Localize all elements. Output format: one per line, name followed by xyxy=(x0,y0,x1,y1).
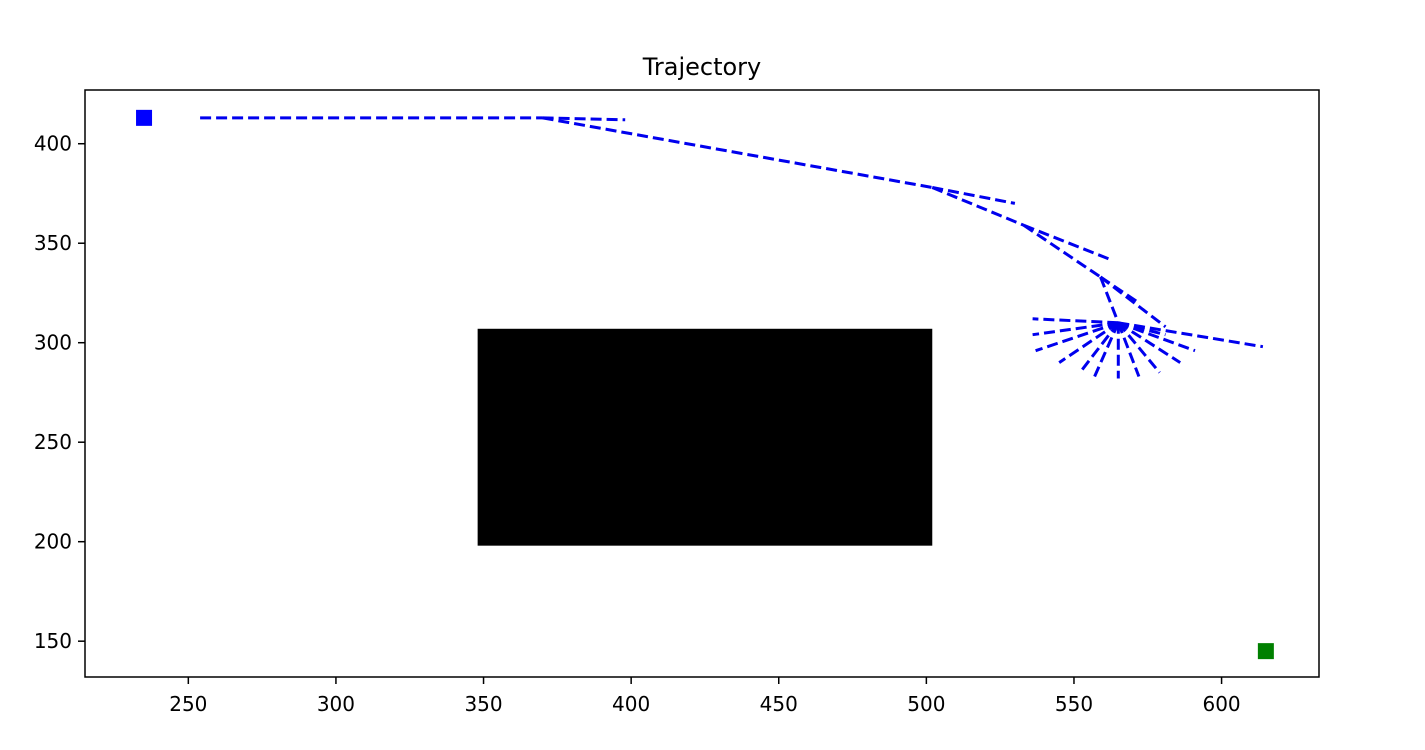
goal-marker xyxy=(1257,643,1274,660)
x-tick-label-600: 600 xyxy=(1202,692,1240,716)
trajectory-segment-9 xyxy=(1099,276,1120,324)
obstacle-0 xyxy=(477,328,933,546)
start-marker xyxy=(136,109,153,126)
chart-title: Trajectory xyxy=(642,53,762,81)
x-tick-label-500: 500 xyxy=(907,692,945,716)
trajectory-segment-1 xyxy=(542,116,626,122)
trajectory-segment-11 xyxy=(1032,317,1119,325)
trajectory-segment-21 xyxy=(1117,321,1196,353)
trajectory-segment-22 xyxy=(1117,321,1166,337)
y-tick-label-250: 250 xyxy=(34,430,72,454)
x-tick-label-350: 350 xyxy=(464,692,502,716)
axis-ticks: 250 300 350 400 450 500 550 600 150 200 250 300 350 4… xyxy=(34,132,1241,716)
trajectory-segment-18 xyxy=(1116,322,1141,378)
trajectory-segment-4 xyxy=(931,186,1025,227)
x-tick-label-400: 400 xyxy=(612,692,650,716)
x-tick-label-550: 550 xyxy=(1055,692,1093,716)
trajectory-segment-15 xyxy=(1078,321,1120,374)
x-tick-label-300: 300 xyxy=(317,692,355,716)
trajectory-segment-2 xyxy=(542,116,933,189)
trajectory-segment-16 xyxy=(1093,322,1120,378)
trajectory-segment-8 xyxy=(1099,275,1167,328)
trajectory-segment-14 xyxy=(1058,321,1120,364)
y-tick-label-200: 200 xyxy=(34,530,72,554)
trajectory-segment-3 xyxy=(932,186,1016,205)
trajectory-segment-19 xyxy=(1117,321,1161,374)
trajectory-segment-13 xyxy=(1035,321,1119,353)
axes-frame xyxy=(84,89,1320,678)
x-tick-label-250: 250 xyxy=(169,692,207,716)
x-tick-label-450: 450 xyxy=(760,692,798,716)
y-tick-label-150: 150 xyxy=(34,629,72,653)
plot-area xyxy=(136,109,1274,660)
y-tick-label-300: 300 xyxy=(34,331,72,355)
trajectory-segment-10 xyxy=(1118,321,1264,349)
y-tick-label-350: 350 xyxy=(34,231,72,255)
trajectory-segment-20 xyxy=(1117,321,1182,364)
trajectory-segment-12 xyxy=(1032,321,1119,337)
y-tick-label-400: 400 xyxy=(34,132,72,156)
